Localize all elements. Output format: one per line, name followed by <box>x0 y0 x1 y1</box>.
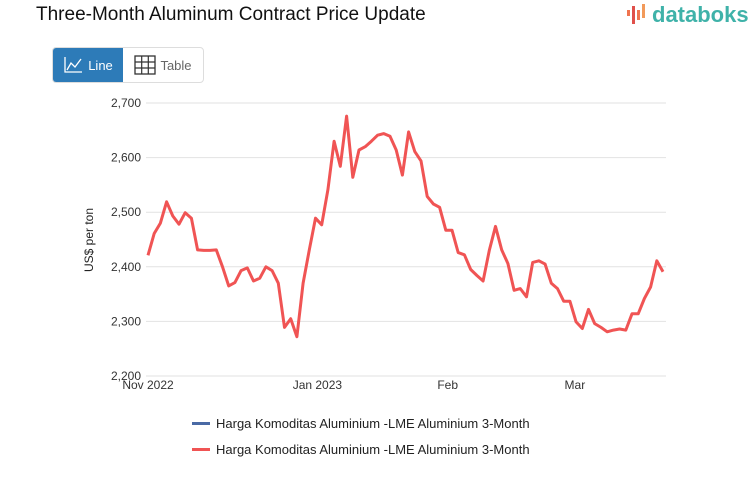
x-tick-label: Mar <box>565 378 586 392</box>
legend-item-2[interactable]: Harga Komoditas Aluminium -LME Aluminium… <box>192 442 530 457</box>
legend-item-1[interactable]: Harga Komoditas Aluminium -LME Aluminium… <box>192 416 530 431</box>
legend-label-2: Harga Komoditas Aluminium -LME Aluminium… <box>216 442 530 457</box>
table-label: Table <box>160 57 192 73</box>
y-tick-label: 2,600 <box>111 151 141 165</box>
legend-swatch-2 <box>192 448 210 451</box>
y-tick-label: 2,300 <box>111 314 141 328</box>
y-tick-label: 2,700 <box>111 96 141 110</box>
chart-title: Three-Month Aluminum Contract Price Upda… <box>36 4 426 25</box>
y-tick-label: 2,200 <box>111 369 141 383</box>
databoks-logo: databoks <box>626 2 749 28</box>
y-tick-label: 2,500 <box>111 205 141 219</box>
table-view-button[interactable]: Table <box>123 48 203 82</box>
logo-text: databoks <box>652 2 749 27</box>
x-tick-label: Nov 2022 <box>122 378 174 392</box>
x-tick-label: Jan 2023 <box>293 378 343 392</box>
y-axis-label: US$ per ton <box>82 208 96 272</box>
view-toggle: Line Table <box>52 47 204 83</box>
line-chart: US$ per ton 2,200 2,300 2,400 2,500 2,600 2,7… <box>82 96 666 392</box>
legend-label-1: Harga Komoditas Aluminium -LME Aluminium… <box>216 416 530 431</box>
y-tick-label: 2,400 <box>111 260 141 274</box>
table-grid-icon <box>134 55 157 75</box>
line-label: Line <box>88 57 113 73</box>
line-chart-icon <box>64 57 83 73</box>
series-line-2 <box>146 114 665 339</box>
legend-swatch-1 <box>192 422 210 425</box>
logo-bars-icon <box>627 4 645 24</box>
line-view-button[interactable]: Line <box>53 48 123 82</box>
x-tick-label: Feb <box>437 378 458 392</box>
